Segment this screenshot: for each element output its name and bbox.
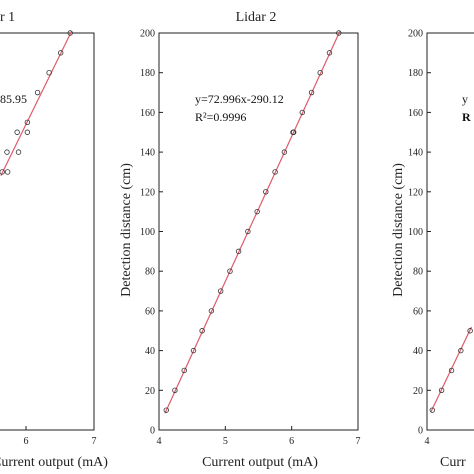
- data-point: [326, 50, 333, 56]
- panel-3-y-axis-label: Detection distance (cm): [391, 163, 406, 297]
- plot-frame: [0, 32, 95, 431]
- y-tick-label: 160: [408, 108, 423, 119]
- data-point: [0, 169, 5, 175]
- data-point: [199, 328, 205, 334]
- data-point: [263, 189, 269, 195]
- panel-2-y-axis-label: Detection distance (cm): [119, 163, 134, 297]
- data-point: [217, 288, 224, 294]
- panel-2-x-axis-label: Current output (mA): [202, 455, 318, 470]
- x-tick-label: 5: [223, 436, 228, 447]
- y-tick-label: 20: [413, 386, 423, 397]
- y-tick-label: 20: [145, 386, 155, 397]
- y-tick-label: 200: [408, 29, 423, 40]
- data-point: [254, 208, 260, 215]
- panel-3-r-squared: R: [462, 110, 471, 124]
- data-point: [227, 268, 233, 274]
- data-point: [163, 407, 169, 413]
- chart-panel-lidar-2: Lidar 2 Detection distance (cm) Current …: [119, 10, 361, 470]
- panel-2-title: Lidar 2: [236, 10, 277, 25]
- data-point: [4, 149, 10, 155]
- data-point: [448, 367, 455, 374]
- x-tick-label: 4: [425, 436, 430, 447]
- data-point: [34, 89, 41, 96]
- y-tick-label: 0: [150, 426, 155, 437]
- data-point: [245, 228, 251, 235]
- data-point: [24, 119, 31, 126]
- data-point: [172, 387, 178, 393]
- data-point: [429, 407, 436, 413]
- x-tick-label: 6: [24, 436, 29, 447]
- regression-line: [430, 326, 472, 412]
- panel-2-equation: y=72.996x-290.12: [195, 92, 284, 106]
- x-tick-label: 7: [356, 436, 361, 447]
- panel-1-title: r 1: [0, 10, 15, 25]
- data-point: [438, 387, 445, 393]
- data-point: [57, 50, 64, 56]
- data-point: [190, 347, 197, 354]
- y-tick-label: 200: [140, 29, 155, 40]
- data-point: [317, 69, 323, 76]
- data-point: [272, 169, 278, 175]
- chart-panel-lidar-1: r 1 85.95 Current output (mA) 6 7: [0, 10, 108, 470]
- data-point: [208, 308, 215, 314]
- x-tick-label: 7: [92, 436, 97, 447]
- data-point: [308, 89, 315, 96]
- y-tick-label: 140: [140, 148, 155, 159]
- data-point: [181, 367, 187, 374]
- panel-1-equation: 85.95: [0, 92, 27, 106]
- panel-3-x-axis-label: Curr: [440, 455, 466, 470]
- regression-line: [164, 30, 341, 414]
- y-tick-label: 160: [140, 108, 155, 119]
- data-point: [67, 30, 73, 36]
- data-point: [235, 248, 242, 255]
- panel-1-x-axis-label: Current output (mA): [0, 455, 108, 470]
- y-tick-label: 100: [140, 227, 155, 238]
- y-tick-label: 60: [145, 306, 155, 317]
- y-tick-label: 80: [145, 267, 155, 278]
- y-tick-label: 40: [413, 346, 423, 357]
- y-tick-label: 180: [408, 68, 423, 79]
- data-point: [467, 328, 473, 334]
- x-tick-label: 4: [157, 436, 162, 447]
- y-tick-label: 0: [418, 426, 423, 437]
- panel-2-r-squared: R²=0.9996: [195, 110, 246, 124]
- data-point: [281, 149, 288, 155]
- y-tick-label: 100: [408, 227, 423, 238]
- data-point: [46, 69, 52, 76]
- data-point: [299, 109, 305, 116]
- data-point: [4, 169, 11, 175]
- y-tick-label: 120: [140, 187, 155, 198]
- y-tick-label: 80: [413, 267, 423, 278]
- data-point: [458, 347, 464, 354]
- chart-panel-lidar-3: Detection distance (cm) Curr y R 40 20 40 6…: [391, 29, 474, 470]
- data-point: [15, 149, 22, 155]
- y-tick-label: 40: [145, 346, 155, 357]
- data-point: [14, 129, 20, 135]
- y-tick-label: 140: [408, 148, 423, 159]
- data-point: [290, 129, 297, 135]
- x-tick-label: 6: [289, 436, 294, 447]
- panel-3-equation: y: [462, 92, 468, 106]
- data-point: [24, 129, 31, 135]
- data-point: [336, 30, 342, 36]
- y-tick-label: 60: [413, 306, 423, 317]
- y-tick-label: 120: [408, 187, 423, 198]
- y-tick-label: 180: [140, 68, 155, 79]
